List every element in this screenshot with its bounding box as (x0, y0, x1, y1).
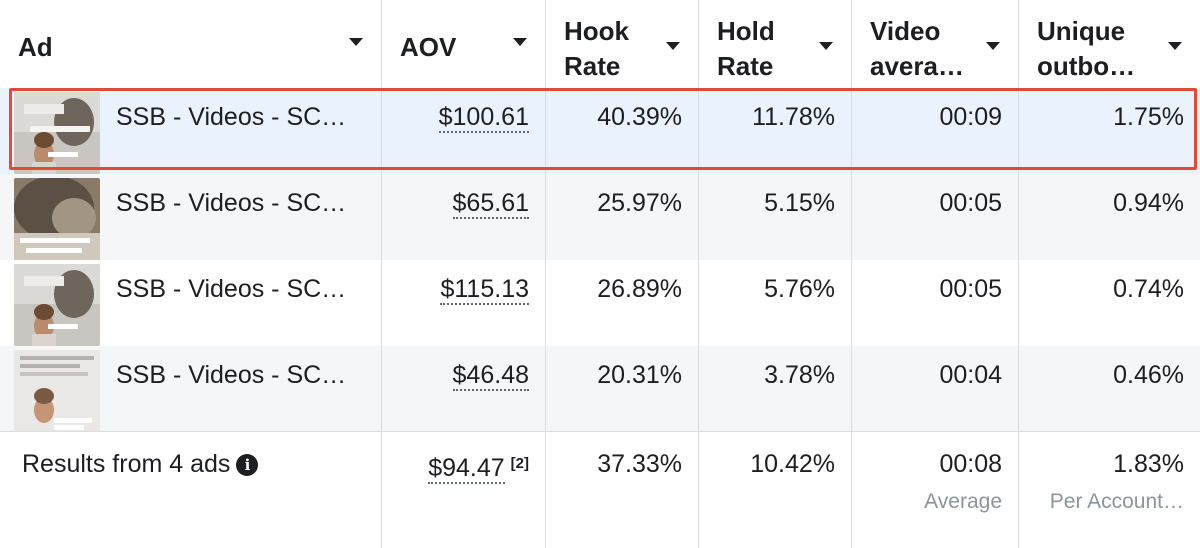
table-row[interactable]: SSB - Videos - SC… $100.61 40.39% 11.78%… (0, 88, 1200, 174)
unique-outbound-value: 0.94% (1113, 189, 1184, 217)
unique-outbound-value: 0.74% (1113, 275, 1184, 303)
results-aov[interactable]: $94.47 [2] (382, 432, 545, 548)
caret-down-icon[interactable] (819, 42, 833, 50)
hold-rate-value: 3.78% (764, 361, 835, 389)
video-average-value: 00:05 (939, 275, 1002, 303)
results-summary-row: Results from 4 ads i $94.47 [2] 37.33% 10.… (0, 432, 1200, 548)
header-hold-rate[interactable]: Hold Rate (699, 0, 851, 88)
ad-thumbnail[interactable] (14, 264, 100, 346)
results-hold-rate: 10.42% (750, 450, 835, 478)
results-video-average-value: 00:08 (939, 450, 1002, 478)
column-divider[interactable] (698, 0, 699, 548)
caret-down-icon[interactable] (1168, 42, 1182, 50)
header-unique-outbound[interactable]: Unique outbo… (1019, 0, 1200, 88)
ad-thumbnail[interactable] (14, 178, 100, 260)
info-icon[interactable]: i (236, 454, 259, 476)
results-video-average: 00:08 Average (852, 432, 1018, 548)
hook-rate-value: 40.39% (597, 103, 682, 131)
video-average-value: 00:09 (939, 103, 1002, 131)
results-label-cell: Results from 4 ads i (0, 432, 381, 548)
header-hook-rate-label: Hook Rate (564, 16, 629, 81)
results-hook-rate: 37.33% (597, 450, 682, 478)
results-label: Results from 4 ads (22, 450, 231, 478)
ad-name[interactable]: SSB - Videos - SC… (116, 189, 347, 217)
hold-rate-value: 11.78% (752, 103, 835, 131)
header-hook-rate[interactable]: Hook Rate (546, 0, 698, 88)
hold-rate-value: 5.15% (764, 189, 835, 217)
results-unique-outbound: 1.83% Per Account… (1019, 432, 1200, 548)
results-unique-outbound-sub: Per Account… (1049, 490, 1184, 513)
table-row[interactable]: SSB - Videos - SC… $46.48 20.31% 3.78% 0… (0, 346, 1200, 432)
hook-rate-value: 26.89% (597, 275, 682, 303)
ad-thumbnail[interactable] (14, 350, 100, 432)
aov-value[interactable]: $65.61 (452, 189, 529, 219)
results-aov-value[interactable]: $94.47 (428, 454, 505, 484)
column-divider[interactable] (545, 0, 546, 548)
results-divider (0, 431, 1200, 432)
column-divider[interactable] (851, 0, 852, 548)
video-average-value: 00:04 (939, 361, 1002, 389)
header-ad-label: Ad (18, 32, 53, 62)
unique-outbound-value: 0.46% (1113, 361, 1184, 389)
header-aov[interactable]: AOV (382, 0, 545, 88)
caret-down-icon[interactable] (666, 42, 680, 50)
unique-outbound-value: 1.75% (1113, 103, 1184, 131)
header-unique-outbound-label: Unique outbo… (1037, 16, 1136, 81)
aov-value[interactable]: $115.13 (440, 275, 529, 305)
column-divider[interactable] (1018, 0, 1019, 548)
caret-down-icon[interactable] (349, 38, 363, 46)
header-hold-rate-label: Hold Rate (717, 16, 775, 81)
header-ad[interactable]: Ad (0, 0, 381, 88)
ad-name[interactable]: SSB - Videos - SC… (116, 275, 347, 303)
aov-value[interactable]: $100.61 (438, 103, 529, 133)
hold-rate-value: 5.76% (764, 275, 835, 303)
ad-name[interactable]: SSB - Videos - SC… (116, 361, 347, 389)
results-video-average-sub: Average (924, 490, 1002, 513)
video-average-value: 00:05 (939, 189, 1002, 217)
table-row[interactable]: SSB - Videos - SC… $65.61 25.97% 5.15% 0… (0, 174, 1200, 260)
header-video-average-label: Video avera… (870, 16, 964, 81)
ad-name[interactable]: SSB - Videos - SC… (116, 103, 347, 131)
aov-value[interactable]: $46.48 (452, 361, 529, 391)
header-aov-label: AOV (400, 32, 457, 62)
hook-rate-value: 25.97% (597, 189, 682, 217)
footnote-marker[interactable]: [2] (510, 455, 529, 472)
column-divider[interactable] (381, 0, 382, 548)
header-video-average[interactable]: Video avera… (852, 0, 1018, 88)
caret-down-icon[interactable] (986, 42, 1000, 50)
ad-thumbnail[interactable] (14, 92, 100, 174)
table-row[interactable]: SSB - Videos - SC… $115.13 26.89% 5.76% … (0, 260, 1200, 346)
hook-rate-value: 20.31% (597, 361, 682, 389)
caret-down-icon[interactable] (513, 38, 527, 46)
results-unique-outbound-value: 1.83% (1113, 450, 1184, 478)
